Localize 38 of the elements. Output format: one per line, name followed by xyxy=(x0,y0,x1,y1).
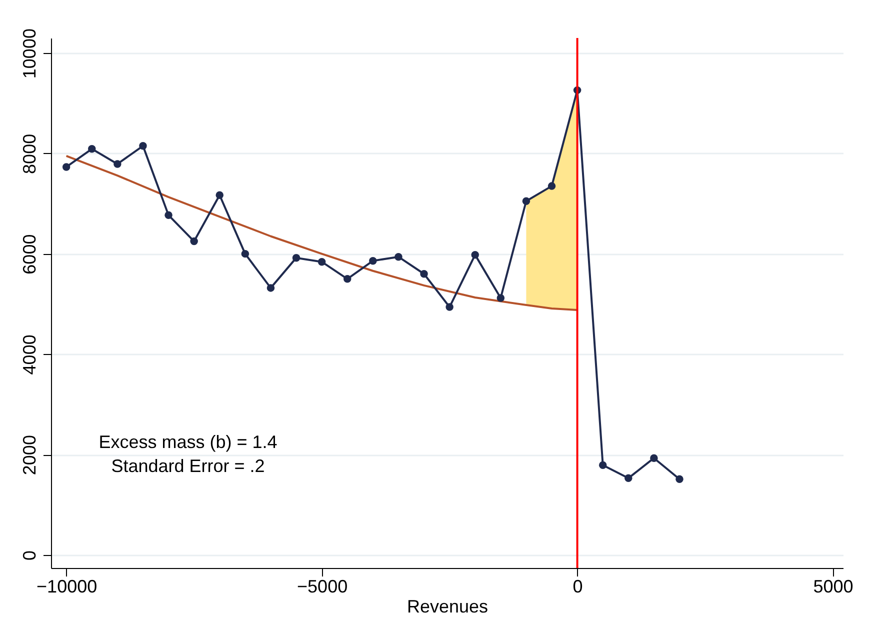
y-tick-label: 6000 xyxy=(20,234,40,274)
point xyxy=(420,270,428,278)
point xyxy=(318,258,326,266)
y-tick-label: 10000 xyxy=(20,28,40,79)
y-tick-label: 2000 xyxy=(20,435,40,476)
y-tick-label: 4000 xyxy=(20,334,40,375)
annotation: Excess mass (b) = 1.4 xyxy=(98,432,278,452)
point xyxy=(266,284,275,292)
point xyxy=(164,211,172,220)
point xyxy=(496,294,505,302)
y-tick-label: 0 xyxy=(20,550,40,560)
y-tick-label: 8000 xyxy=(20,134,40,174)
x-tick-label: 5000 xyxy=(813,576,854,596)
x-axis-title: Revenues xyxy=(406,596,488,616)
point xyxy=(548,182,556,190)
point xyxy=(88,145,96,153)
point xyxy=(650,454,658,462)
point xyxy=(369,256,377,265)
x-tick-label: 0 xyxy=(572,576,583,596)
point xyxy=(216,191,224,199)
point xyxy=(471,250,479,259)
point xyxy=(114,160,122,168)
x-tick-label: −10000 xyxy=(36,576,98,596)
point xyxy=(139,142,147,150)
point xyxy=(676,475,684,484)
point xyxy=(62,163,70,171)
point xyxy=(190,237,198,246)
x-tick-label: −5000 xyxy=(297,576,348,596)
point xyxy=(522,197,530,205)
point xyxy=(446,303,454,311)
point xyxy=(394,252,402,261)
line-series xyxy=(65,154,578,312)
point xyxy=(241,250,250,258)
point xyxy=(598,461,607,469)
annotation: Standard Error = .2 xyxy=(111,456,265,476)
point xyxy=(292,254,300,262)
point xyxy=(343,275,352,283)
point xyxy=(624,474,632,482)
